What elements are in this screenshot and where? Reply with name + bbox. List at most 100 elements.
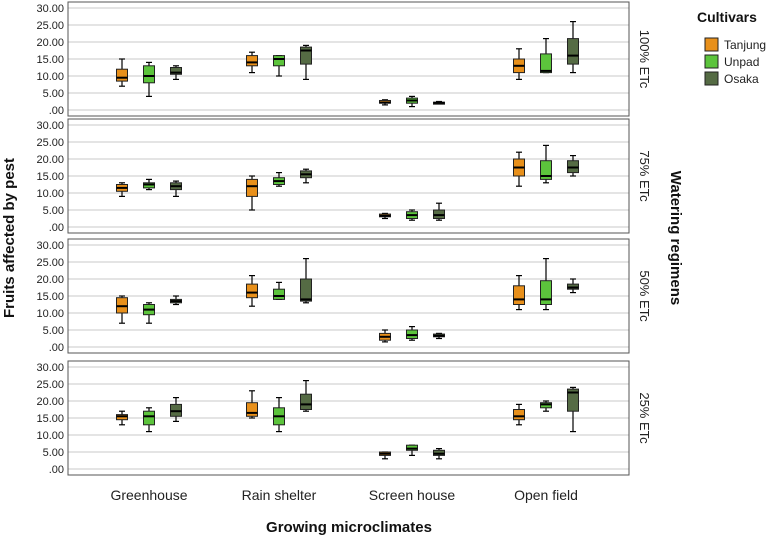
legend-label-osaka: Osaka (724, 72, 759, 86)
box-tanjung (513, 403, 525, 426)
y-tick-label: 5.00 (43, 447, 64, 459)
box-iqr (300, 46, 312, 65)
box-osaka (170, 65, 182, 81)
y-tick-label: .00 (49, 464, 64, 476)
legend: Cultivars Tanjung Unpad Osaka (697, 9, 766, 86)
y-tick-label: 15.00 (36, 291, 64, 303)
panel-2: .00 5.00 10.00 15.00 20.00 25.00 30.00 50% ETc (36, 238, 652, 354)
box-unpad (406, 326, 418, 341)
box-osaka (170, 397, 182, 422)
y-tick-label: 30.00 (36, 3, 64, 15)
box-unpad (406, 444, 418, 456)
y-tick-label: 15.00 (36, 413, 64, 425)
y-tick-label: 30.00 (36, 362, 64, 374)
box-unpad (273, 281, 285, 300)
box-iqr (300, 278, 312, 302)
box-tanjung (116, 58, 128, 87)
box-iqr (143, 65, 155, 84)
box-tanjung (246, 175, 258, 211)
box-osaka (567, 21, 579, 74)
box-osaka (433, 202, 445, 221)
box-unpad (540, 37, 552, 74)
box-tanjung (379, 99, 391, 106)
y-tick-label: .00 (49, 222, 64, 234)
box-iqr (246, 402, 258, 417)
box-iqr (540, 280, 552, 306)
panel-frame (67, 360, 630, 476)
box-unpad (540, 144, 552, 184)
box-osaka (300, 44, 312, 81)
x-axis-title: Growing microclimates (266, 519, 432, 536)
facet-label: 75% ETc (637, 150, 652, 202)
legend-swatch-unpad (704, 54, 719, 69)
box-osaka (300, 258, 312, 304)
x-category-label: Screen house (369, 487, 456, 503)
legend-label-unpad: Unpad (724, 55, 759, 69)
y-tick-label: 25.00 (36, 137, 64, 149)
x-category-label: Open field (514, 487, 578, 503)
box-tanjung (116, 182, 128, 197)
box-osaka (170, 180, 182, 197)
box-iqr (246, 283, 258, 299)
y-tick-label: 5.00 (43, 205, 64, 217)
facet-label: 50% ETc (637, 270, 652, 322)
box-tanjung (379, 329, 391, 343)
box-iqr (170, 67, 182, 75)
box-tanjung (513, 275, 525, 311)
y-tick-label: 10.00 (36, 430, 64, 442)
legend-swatch-tanjung (704, 37, 719, 52)
y-tick-label: 15.00 (36, 54, 64, 66)
box-osaka (567, 278, 579, 294)
legend-title: Cultivars (697, 9, 757, 25)
box-tanjung (116, 295, 128, 324)
box-iqr (143, 410, 155, 426)
y-tick-label: 20.00 (36, 154, 64, 166)
box-osaka (567, 155, 579, 177)
box-unpad (273, 172, 285, 187)
box-osaka (433, 332, 445, 340)
box-osaka (300, 168, 312, 184)
y-tick-label: 10.00 (36, 71, 64, 83)
y-tick-label: 30.00 (36, 240, 64, 252)
y-tick-label: 10.00 (36, 188, 64, 200)
box-tanjung (379, 212, 391, 220)
box-iqr (513, 409, 525, 421)
box-unpad (406, 95, 418, 108)
box-unpad (143, 302, 155, 324)
box-iqr (300, 393, 312, 411)
box-osaka (433, 448, 445, 460)
panels-group: .00 5.00 10.00 15.00 20.00 25.00 30.00 100% ETc… (36, 1, 652, 476)
legend-swatch-osaka (704, 71, 719, 86)
box-osaka (300, 380, 312, 412)
box-unpad (406, 209, 418, 221)
panel-frame (67, 118, 630, 234)
facet-axis-title: Watering regimens (667, 171, 684, 305)
box-iqr (273, 55, 285, 67)
box-unpad (540, 400, 552, 412)
x-category-label: Greenhouse (110, 487, 187, 503)
box-iqr (246, 55, 258, 67)
box-iqr (540, 160, 552, 180)
box-tanjung (513, 151, 525, 187)
facet-label: 25% ETc (637, 392, 652, 444)
box-iqr (513, 285, 525, 305)
panel-1: .00 5.00 10.00 15.00 20.00 25.00 30.00 75% ETc (36, 118, 652, 234)
box-unpad (273, 397, 285, 433)
box-unpad (143, 61, 155, 98)
y-tick-label: 10.00 (36, 308, 64, 320)
panel-3: .00 5.00 10.00 15.00 20.00 25.00 30.00 25% ETc (36, 360, 652, 476)
y-tick-label: .00 (49, 105, 64, 117)
box-iqr (567, 38, 579, 65)
box-tanjung (246, 51, 258, 74)
y-tick-label: 5.00 (43, 325, 64, 337)
x-category-labels: Greenhouse Rain shelter Screen house Open f… (110, 487, 577, 503)
y-tick-label: 30.00 (36, 120, 64, 132)
box-tanjung (379, 451, 391, 460)
box-tanjung (116, 410, 128, 426)
box-iqr (116, 68, 128, 82)
y-tick-label: .00 (49, 342, 64, 354)
y-axis-title: Fruits affected by pest (1, 158, 18, 318)
box-osaka (170, 295, 182, 306)
box-unpad (143, 407, 155, 433)
